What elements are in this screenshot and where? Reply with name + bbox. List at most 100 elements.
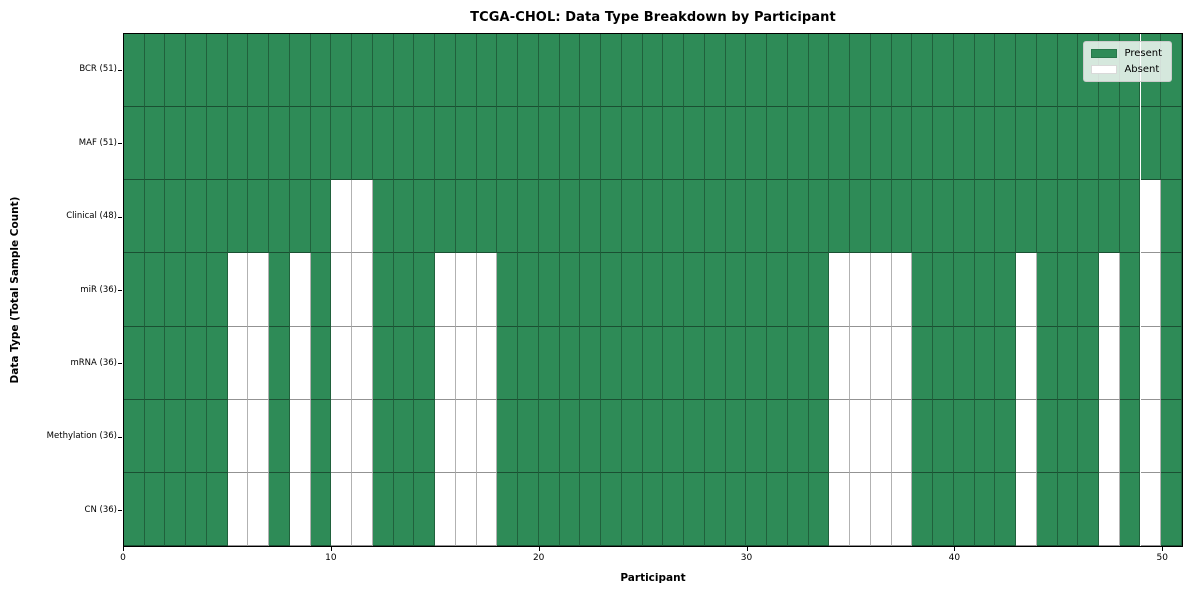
- cell-methylation-participant-33: [808, 399, 830, 473]
- cell-maf-participant-19: [518, 107, 539, 181]
- cell-bcr-participant-32: [787, 34, 809, 108]
- cell-mir-participant-49: [1140, 253, 1162, 327]
- cell-mir-participant-38: [912, 253, 934, 327]
- cell-cn-participant-29: [725, 472, 747, 546]
- cell-clinical-participant-9: [310, 180, 332, 254]
- cell-methylation-participant-16: [455, 399, 477, 473]
- cell-cn-participant-40: [953, 472, 975, 546]
- cell-bcr-participant-43: [1016, 34, 1037, 108]
- cell-cn-participant-44: [1036, 472, 1058, 546]
- cell-mir-participant-18: [497, 253, 519, 327]
- cell-maf-participant-23: [601, 107, 622, 181]
- legend-item-absent: Absent: [1091, 63, 1162, 76]
- y-tick-label-cn: CN (36): [84, 504, 117, 515]
- cell-mir-participant-9: [310, 253, 332, 327]
- y-tick-mark: [118, 143, 122, 145]
- cell-clinical-participant-38: [912, 180, 934, 254]
- cell-clinical-participant-20: [538, 180, 560, 254]
- cell-cn-participant-30: [746, 472, 768, 546]
- cell-maf-participant-36: [870, 107, 892, 181]
- cell-methylation-participant-37: [891, 399, 913, 473]
- legend-label-present: Present: [1124, 48, 1162, 59]
- cell-cn-participant-33: [808, 472, 830, 546]
- cell-mir-participant-43: [1016, 253, 1037, 327]
- cell-clinical-participant-13: [393, 180, 415, 254]
- cell-bcr-participant-5: [227, 34, 249, 108]
- cell-mrna-participant-34: [829, 326, 851, 400]
- cell-mir-participant-2: [165, 253, 187, 327]
- cell-mrna-participant-3: [186, 326, 207, 400]
- cell-mrna-participant-25: [642, 326, 664, 400]
- cell-cn-participant-50: [1161, 472, 1182, 546]
- cell-maf-participant-47: [1099, 107, 1120, 181]
- cell-cn-participant-31: [767, 472, 788, 546]
- cell-methylation-participant-2: [165, 399, 187, 473]
- cell-clinical-participant-44: [1036, 180, 1058, 254]
- cell-bcr-participant-30: [746, 34, 768, 108]
- cell-mir-participant-6: [248, 253, 270, 327]
- cell-mir-participant-24: [621, 253, 643, 327]
- cell-cn-participant-12: [372, 472, 394, 546]
- cell-mrna-participant-5: [227, 326, 249, 400]
- cell-bcr-participant-7: [269, 34, 290, 108]
- cell-methylation-participant-45: [1057, 399, 1079, 473]
- cell-methylation-participant-4: [206, 399, 228, 473]
- cell-mrna-participant-9: [310, 326, 332, 400]
- cell-methylation-participant-23: [601, 399, 622, 473]
- cell-methylation-participant-13: [393, 399, 415, 473]
- cell-bcr-participant-14: [414, 34, 436, 108]
- cell-mir-participant-10: [331, 253, 353, 327]
- y-tick-label-methylation: Methylation (36): [46, 431, 117, 442]
- cell-methylation-participant-42: [995, 399, 1017, 473]
- cell-maf-participant-21: [559, 107, 581, 181]
- cell-mrna-participant-0: [124, 326, 145, 400]
- cell-clinical-participant-4: [206, 180, 228, 254]
- cell-bcr-participant-21: [559, 34, 581, 108]
- cell-maf-participant-46: [1078, 107, 1099, 181]
- cell-maf-participant-3: [186, 107, 207, 181]
- cell-mir-participant-11: [352, 253, 373, 327]
- cell-cn-participant-2: [165, 472, 187, 546]
- cell-mir-participant-22: [580, 253, 602, 327]
- cell-bcr-participant-42: [995, 34, 1017, 108]
- x-tick-mark: [1162, 547, 1164, 551]
- cell-bcr-participant-16: [455, 34, 477, 108]
- cell-methylation-participant-19: [518, 399, 539, 473]
- cell-clinical-participant-16: [455, 180, 477, 254]
- cell-mir-participant-47: [1099, 253, 1120, 327]
- plot-area: [123, 33, 1183, 547]
- cell-maf-participant-44: [1036, 107, 1058, 181]
- cell-maf-participant-15: [435, 107, 456, 181]
- cell-maf-participant-6: [248, 107, 270, 181]
- cell-mir-participant-5: [227, 253, 249, 327]
- y-tick-label-bcr: BCR (51): [79, 64, 117, 75]
- cell-methylation-participant-43: [1016, 399, 1037, 473]
- x-tick-label-40: 40: [948, 553, 961, 563]
- cell-cn-participant-45: [1057, 472, 1079, 546]
- cell-maf-participant-27: [684, 107, 705, 181]
- cell-maf-participant-30: [746, 107, 768, 181]
- cell-bcr-participant-3: [186, 34, 207, 108]
- cell-bcr-participant-37: [891, 34, 913, 108]
- cell-bcr-participant-9: [310, 34, 332, 108]
- cell-clinical-participant-22: [580, 180, 602, 254]
- cell-cn-participant-15: [435, 472, 456, 546]
- cell-methylation-participant-47: [1099, 399, 1120, 473]
- cell-maf-participant-29: [725, 107, 747, 181]
- cell-mir-participant-26: [663, 253, 685, 327]
- cell-clinical-participant-28: [704, 180, 726, 254]
- cell-methylation-participant-1: [144, 399, 166, 473]
- y-tick-label-clinical: Clinical (48): [66, 211, 117, 222]
- legend: Present Absent: [1083, 41, 1172, 82]
- cell-cn-participant-42: [995, 472, 1017, 546]
- cell-methylation-participant-27: [684, 399, 705, 473]
- cell-methylation-participant-21: [559, 399, 581, 473]
- cell-bcr-participant-2: [165, 34, 187, 108]
- cell-clinical-participant-25: [642, 180, 664, 254]
- cell-mir-participant-15: [435, 253, 456, 327]
- cell-cn-participant-34: [829, 472, 851, 546]
- cell-bcr-participant-35: [850, 34, 871, 108]
- cell-cn-participant-1: [144, 472, 166, 546]
- cell-maf-participant-12: [372, 107, 394, 181]
- cell-maf-participant-22: [580, 107, 602, 181]
